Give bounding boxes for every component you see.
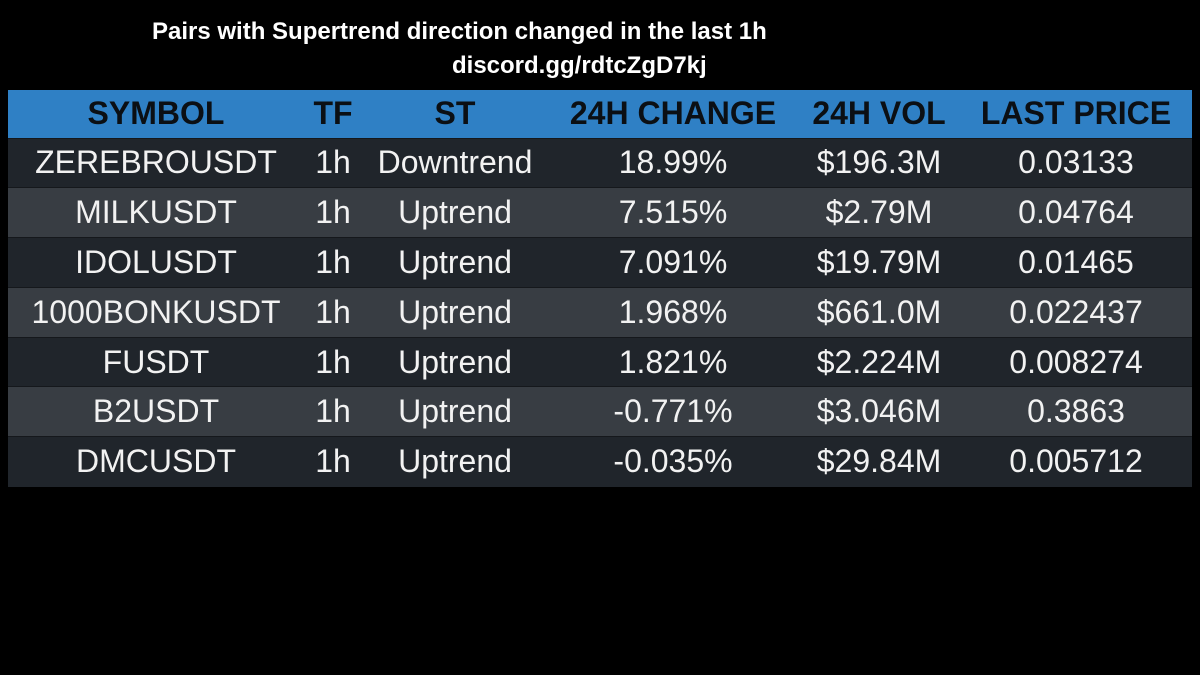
cell-24h-change: 7.515% bbox=[548, 187, 798, 238]
pairs-table: SYMBOL TF ST 24H CHANGE 24H VOL LAST PRI… bbox=[8, 90, 1192, 487]
cell-24h-change: 1.821% bbox=[548, 336, 798, 387]
cell-tf: 1h bbox=[304, 286, 362, 338]
cell-last-price: 0.04764 bbox=[960, 187, 1192, 238]
table-row: B2USDT 1h Uptrend -0.771% $3.046M 0.3863 bbox=[8, 386, 1192, 437]
cell-last-price: 0.008274 bbox=[960, 336, 1192, 387]
cell-tf: 1h bbox=[304, 237, 362, 288]
cell-st: Downtrend bbox=[362, 137, 548, 188]
cell-st: Uptrend bbox=[362, 237, 548, 288]
cell-last-price: 0.3863 bbox=[960, 386, 1192, 437]
cell-last-price: 0.01465 bbox=[960, 237, 1192, 288]
column-header-tf: TF bbox=[313, 95, 353, 132]
cell-last-price: 0.005712 bbox=[960, 436, 1192, 487]
cell-24h-vol: $3.046M bbox=[798, 386, 960, 437]
cell-24h-change: -0.035% bbox=[548, 436, 798, 487]
cell-24h-change: 1.968% bbox=[548, 286, 798, 338]
cell-tf: 1h bbox=[304, 137, 362, 188]
cell-symbol: ZEREBROUSDT bbox=[8, 137, 304, 188]
cell-24h-vol: $19.79M bbox=[798, 237, 960, 288]
table-row: IDOLUSDT 1h Uptrend 7.091% $19.79M 0.014… bbox=[8, 237, 1192, 288]
cell-st: Uptrend bbox=[362, 386, 548, 437]
cell-24h-change: 7.091% bbox=[548, 237, 798, 288]
cell-st: Uptrend bbox=[362, 187, 548, 238]
column-header-24h-change: 24H CHANGE bbox=[569, 95, 777, 132]
cell-24h-vol: $2.224M bbox=[798, 336, 960, 387]
cell-symbol: FUSDT bbox=[8, 336, 304, 387]
cell-symbol: B2USDT bbox=[8, 386, 304, 437]
cell-24h-vol: $196.3M bbox=[798, 137, 960, 188]
page-title: Pairs with Supertrend direction changed … bbox=[152, 18, 767, 45]
cell-symbol: 1000BONKUSDT bbox=[8, 286, 304, 338]
cell-tf: 1h bbox=[304, 187, 362, 238]
column-header-last-price: LAST PRICE bbox=[980, 95, 1172, 132]
cell-symbol: DMCUSDT bbox=[8, 436, 304, 487]
table-row: MILKUSDT 1h Uptrend 7.515% $2.79M 0.0476… bbox=[8, 187, 1192, 238]
cell-st: Uptrend bbox=[362, 286, 548, 338]
cell-last-price: 0.022437 bbox=[960, 286, 1192, 338]
pairs-table-container: SYMBOL TF ST 24H CHANGE 24H VOL LAST PRI… bbox=[8, 90, 1192, 487]
column-header-symbol: SYMBOL bbox=[87, 95, 225, 132]
cell-tf: 1h bbox=[304, 336, 362, 387]
table-header-row: SYMBOL TF ST 24H CHANGE 24H VOL LAST PRI… bbox=[8, 90, 1192, 138]
table-row: DMCUSDT 1h Uptrend -0.035% $29.84M 0.005… bbox=[8, 436, 1192, 487]
discord-link[interactable]: discord.gg/rdtcZgD7kj bbox=[452, 52, 707, 79]
cell-st: Uptrend bbox=[362, 336, 548, 387]
cell-symbol: IDOLUSDT bbox=[8, 237, 304, 288]
cell-24h-vol: $2.79M bbox=[798, 187, 960, 238]
cell-24h-vol: $661.0M bbox=[798, 286, 960, 338]
column-header-st: ST bbox=[434, 95, 476, 132]
cell-24h-vol: $29.84M bbox=[798, 436, 960, 487]
cell-24h-change: 18.99% bbox=[548, 137, 798, 188]
cell-tf: 1h bbox=[304, 436, 362, 487]
cell-24h-change: -0.771% bbox=[548, 386, 798, 437]
cell-symbol: MILKUSDT bbox=[8, 187, 304, 238]
cell-st: Uptrend bbox=[362, 436, 548, 487]
table-row: ZEREBROUSDT 1h Downtrend 18.99% $196.3M … bbox=[8, 137, 1192, 188]
column-header-24h-vol: 24H VOL bbox=[812, 95, 946, 132]
table-row: 1000BONKUSDT 1h Uptrend 1.968% $661.0M 0… bbox=[8, 286, 1192, 338]
table-row: FUSDT 1h Uptrend 1.821% $2.224M 0.008274 bbox=[8, 336, 1192, 387]
cell-tf: 1h bbox=[304, 386, 362, 437]
cell-last-price: 0.03133 bbox=[960, 137, 1192, 188]
